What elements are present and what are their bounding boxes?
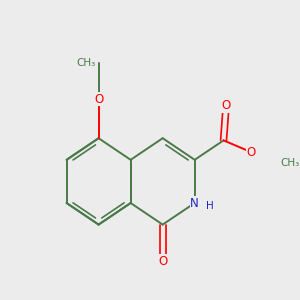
Text: H: H: [206, 201, 213, 211]
Text: CH₃: CH₃: [280, 158, 299, 168]
Text: O: O: [221, 100, 231, 112]
Text: O: O: [158, 255, 167, 268]
Text: O: O: [94, 93, 103, 106]
Text: CH₃: CH₃: [77, 58, 96, 68]
Text: O: O: [247, 146, 256, 159]
Text: N: N: [190, 196, 199, 209]
